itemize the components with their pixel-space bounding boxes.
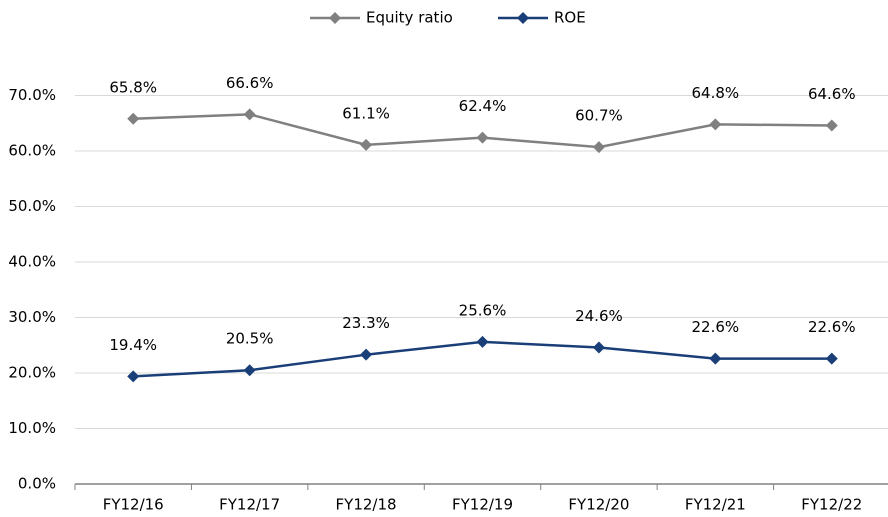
data-label: 61.1% — [342, 104, 390, 122]
point — [243, 108, 256, 121]
point — [127, 370, 140, 383]
y-tick-label: 20.0% — [8, 364, 56, 382]
x-tick-label: FY12/19 — [452, 496, 513, 514]
y-tick-label: 30.0% — [8, 308, 56, 326]
x-tick-label: FY12/20 — [568, 496, 629, 514]
point — [709, 352, 722, 365]
data-label: 66.6% — [226, 74, 274, 92]
legend-marker — [517, 12, 529, 24]
point — [825, 352, 838, 365]
y-tick-label: 70.0% — [8, 86, 56, 104]
data-label: 22.6% — [808, 318, 856, 336]
legend-label: Equity ratio — [366, 9, 453, 27]
point — [592, 141, 605, 154]
data-label: 64.6% — [808, 85, 856, 103]
data-label: 60.7% — [575, 107, 623, 125]
data-label: 19.4% — [109, 336, 157, 354]
data-label: 62.4% — [459, 97, 507, 115]
legend-marker — [329, 12, 341, 24]
data-label: 64.8% — [692, 84, 740, 102]
data-label: 25.6% — [459, 301, 507, 319]
point — [825, 119, 838, 132]
y-tick-label: 10.0% — [8, 419, 56, 437]
data-label: 20.5% — [226, 330, 274, 348]
point — [360, 138, 373, 151]
data-label: 22.6% — [692, 318, 740, 336]
data-label: 65.8% — [109, 78, 157, 96]
x-tick-label: FY12/21 — [685, 496, 746, 514]
point — [360, 348, 373, 361]
x-tick-label: FY12/16 — [103, 496, 164, 514]
y-tick-label: 40.0% — [8, 253, 56, 271]
data-label: 24.6% — [575, 307, 623, 325]
data-label: 23.3% — [342, 314, 390, 332]
y-tick-label: 50.0% — [8, 197, 56, 215]
point — [243, 364, 256, 377]
point — [127, 112, 140, 125]
x-tick-label: FY12/17 — [219, 496, 280, 514]
x-tick-label: FY12/18 — [336, 496, 397, 514]
point — [709, 118, 722, 131]
y-tick-label: 60.0% — [8, 142, 56, 160]
point — [476, 131, 489, 144]
point — [592, 341, 605, 354]
point — [476, 335, 489, 348]
y-tick-label: 0.0% — [18, 475, 56, 493]
legend-label: ROE — [554, 9, 586, 27]
x-tick-label: FY12/22 — [801, 496, 862, 514]
